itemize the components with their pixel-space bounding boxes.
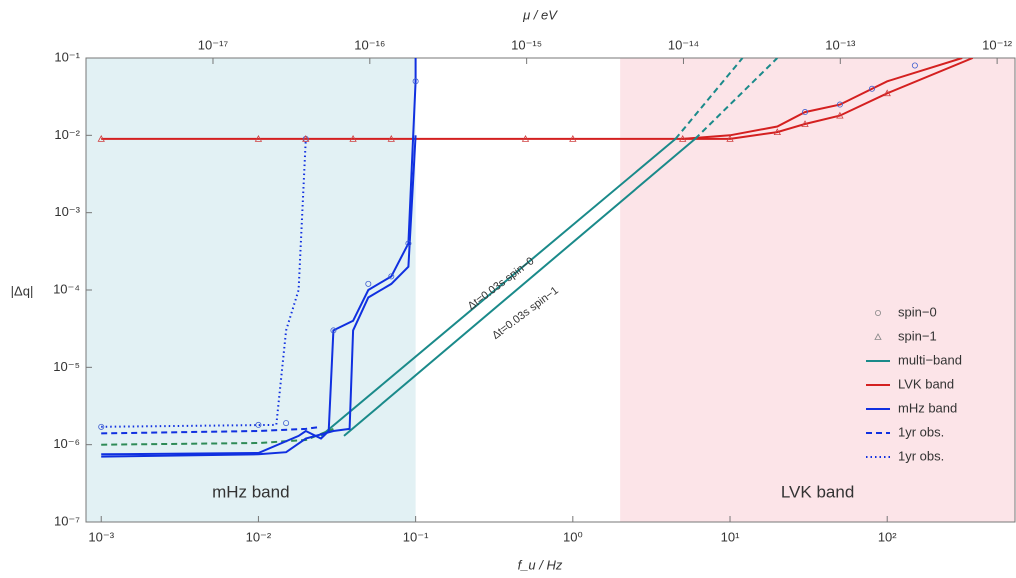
x-tick-label: 10⁰ bbox=[563, 529, 583, 544]
y-tick-label: 10⁻² bbox=[54, 127, 80, 142]
series-line bbox=[101, 427, 334, 446]
x-axis-label: f_u / Hz bbox=[518, 557, 563, 572]
series-line bbox=[101, 135, 417, 458]
marker bbox=[255, 421, 262, 428]
x-tick-label: 10¹ bbox=[721, 529, 740, 544]
y-tick-label: 10⁻⁴ bbox=[53, 281, 80, 296]
y-tick-label: 10⁻⁷ bbox=[54, 513, 80, 528]
y-tick-label: 10⁻⁵ bbox=[53, 359, 80, 374]
series-line bbox=[343, 138, 696, 437]
series-line bbox=[101, 58, 417, 456]
marker bbox=[802, 109, 809, 116]
marker bbox=[388, 273, 395, 280]
band-label: mHz band bbox=[212, 482, 289, 501]
marker bbox=[349, 135, 357, 142]
x2-tick-label: 10⁻¹⁵ bbox=[511, 37, 542, 52]
marker bbox=[911, 62, 918, 69]
series-line bbox=[101, 138, 307, 428]
marker bbox=[302, 135, 310, 142]
y-tick-label: 10⁻⁶ bbox=[53, 436, 80, 451]
marker bbox=[254, 135, 263, 142]
series-line bbox=[674, 58, 744, 140]
marker bbox=[283, 420, 290, 427]
band-label: LVK band bbox=[781, 482, 854, 501]
legend-label: 1yr obs. bbox=[898, 448, 944, 463]
marker bbox=[405, 240, 412, 247]
marker bbox=[836, 101, 843, 108]
marker bbox=[412, 78, 419, 85]
marker bbox=[726, 135, 734, 142]
legend-label: 1yr obs. bbox=[898, 424, 944, 439]
legend-label: spin−0 bbox=[898, 304, 937, 319]
marker bbox=[836, 111, 844, 119]
y-tick-label: 10⁻³ bbox=[54, 204, 80, 219]
marker bbox=[868, 85, 875, 92]
x2-tick-label: 10⁻¹⁶ bbox=[354, 37, 385, 52]
marker bbox=[874, 333, 882, 340]
marker bbox=[98, 423, 105, 430]
marker bbox=[679, 135, 687, 142]
series-line bbox=[320, 138, 677, 437]
marker bbox=[801, 120, 809, 127]
y-tick-label: 10⁻¹ bbox=[54, 49, 80, 64]
band bbox=[620, 58, 1015, 522]
legend-label: spin−1 bbox=[898, 328, 937, 343]
legend-label: LVK band bbox=[898, 376, 954, 391]
plot bbox=[97, 58, 974, 458]
marker bbox=[330, 327, 337, 334]
x2-tick-label: 10⁻¹⁴ bbox=[668, 37, 699, 52]
marker bbox=[875, 309, 882, 316]
marker bbox=[883, 89, 891, 97]
x2-tick-label: 10⁻¹³ bbox=[825, 37, 856, 52]
marker bbox=[387, 135, 395, 142]
marker bbox=[569, 135, 577, 142]
marker bbox=[773, 128, 782, 136]
marker bbox=[521, 135, 530, 142]
x2-axis-label: μ / eV bbox=[522, 7, 558, 22]
x2-tick-label: 10⁻¹⁷ bbox=[198, 37, 229, 52]
marker bbox=[97, 135, 105, 142]
band bbox=[86, 58, 416, 522]
x-tick-label: 10⁻³ bbox=[88, 529, 114, 544]
x2-tick-label: 10⁻¹² bbox=[982, 37, 1013, 52]
x-tick-label: 10⁻¹ bbox=[403, 529, 429, 544]
legend-label: multi−band bbox=[898, 352, 962, 367]
series-line bbox=[101, 58, 963, 140]
series-line bbox=[682, 58, 974, 140]
x-tick-label: 10² bbox=[878, 529, 897, 544]
y-axis-label: |Δq| bbox=[11, 283, 34, 298]
annotation: Δt=0.03s spin−1 bbox=[490, 284, 561, 341]
legend-label: mHz band bbox=[898, 400, 957, 415]
series-line bbox=[101, 425, 322, 435]
marker bbox=[365, 280, 372, 287]
x-tick-label: 10⁻² bbox=[246, 529, 272, 544]
